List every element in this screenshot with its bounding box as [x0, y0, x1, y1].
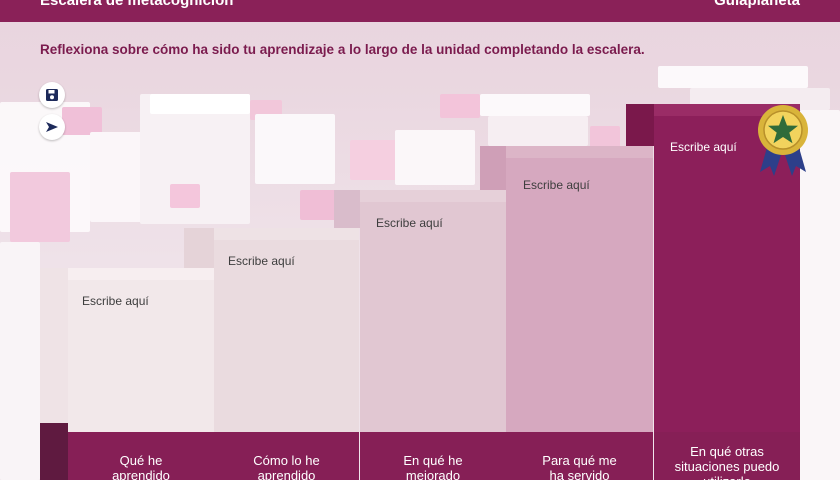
step-5-side	[626, 104, 654, 146]
step-4-caption: Para qué me ha servido	[506, 432, 653, 480]
step-3-caption-line2: mejorado	[405, 468, 461, 480]
step-2-caption: Cómo lo he aprendido	[214, 432, 359, 480]
step-3-placeholder: Escribe aquí	[376, 216, 443, 230]
step-2-side	[184, 228, 214, 268]
step-5-caption-line3: utilizarlo	[654, 474, 800, 480]
step-2-caption-line1: Cómo lo he	[253, 453, 320, 468]
step-4-top	[480, 146, 653, 160]
step-5-placeholder: Escribe aquí	[670, 140, 737, 154]
step-3-caption: En qué he mejorado	[360, 432, 506, 480]
app-title: Escalera de metacognición	[40, 0, 234, 9]
step-3-top	[334, 190, 506, 204]
header-bar: Escalera de metacognición Guiaplaneta	[0, 0, 840, 22]
instruction-text: Reflexiona sobre cómo ha sido tu aprendi…	[40, 42, 645, 57]
step-1-caption: Qué he aprendido	[68, 432, 214, 480]
step-1-placeholder: Escribe aquí	[82, 294, 149, 308]
step-3-input[interactable]: Escribe aquí	[360, 202, 506, 432]
step-4-placeholder: Escribe aquí	[523, 178, 590, 192]
step-4-caption-line1: Para qué me	[542, 453, 617, 468]
step-2-placeholder: Escribe aquí	[228, 254, 295, 268]
step-4-side	[480, 146, 506, 190]
star-medal-icon	[758, 105, 808, 176]
step-3-caption-line1: En qué he	[403, 453, 463, 468]
step-2-input[interactable]: Escribe aquí	[214, 240, 359, 432]
step-1-caption-line2: aprendido	[112, 468, 170, 480]
step-1-side	[40, 268, 68, 423]
step-3-side	[334, 190, 360, 228]
step-5-top	[626, 104, 800, 118]
send-button[interactable]	[39, 114, 65, 140]
step-4-caption-line2: ha servido	[549, 468, 610, 480]
step-5-caption-line2: situaciones puedo	[674, 459, 780, 474]
save-button[interactable]	[39, 82, 65, 108]
brand-logo: Guiaplaneta	[714, 0, 800, 9]
step-1-caption-line1: Qué he	[119, 453, 163, 468]
step-1-input[interactable]: Escribe aquí	[68, 280, 214, 432]
step-4-input[interactable]: Escribe aquí	[506, 158, 653, 432]
send-arrow-icon	[46, 122, 58, 132]
band-shadow	[40, 423, 68, 480]
step-1-top	[40, 268, 214, 282]
step-5-caption: En qué otras situaciones puedo utilizarl…	[654, 432, 800, 480]
step-2-top	[184, 228, 359, 242]
step-2-caption-line2: aprendido	[257, 468, 316, 480]
floppy-disk-icon	[46, 89, 58, 101]
step-5-caption-line1: En qué otras	[690, 444, 764, 459]
